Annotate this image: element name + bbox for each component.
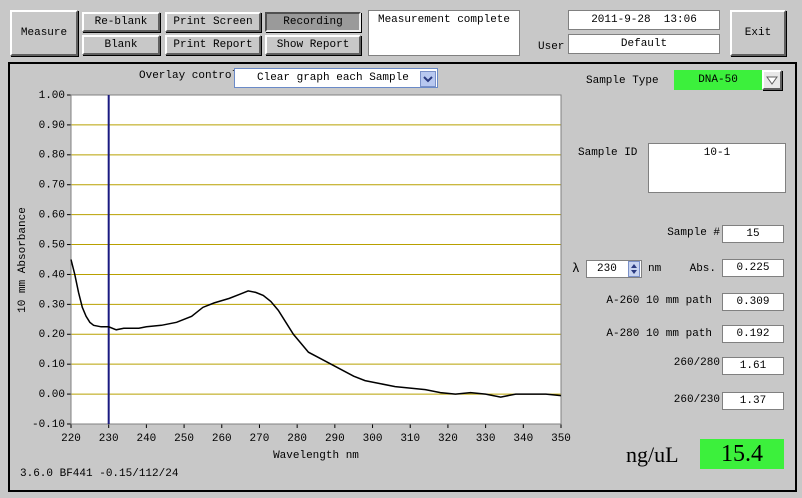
x-tick-label: 340 xyxy=(513,433,533,445)
a260-label: A-260 10 mm path xyxy=(606,295,712,307)
sample-num-label: Sample # xyxy=(667,227,720,239)
x-tick-label: 290 xyxy=(325,433,345,445)
x-tick-label: 330 xyxy=(476,433,496,445)
sample-type-box[interactable]: DNA-50 xyxy=(674,70,762,90)
main-panel xyxy=(8,62,797,492)
x-tick-label: 280 xyxy=(287,433,307,445)
dropdown-arrow[interactable] xyxy=(420,71,436,87)
a260-box: 0.309 xyxy=(722,293,784,311)
sample-type-arrow[interactable] xyxy=(762,70,782,90)
x-tick-label: 250 xyxy=(174,433,194,445)
user-box: Default xyxy=(568,34,720,54)
x-tick-label: 220 xyxy=(61,433,81,445)
a280-box: 0.192 xyxy=(722,325,784,343)
x-tick-label: 270 xyxy=(250,433,270,445)
ratio-260-280-box: 1.61 xyxy=(722,357,784,375)
y-tick-label: 0.20 xyxy=(39,329,65,341)
y-tick-label: 0.70 xyxy=(39,180,65,192)
datetime-box: 2011-9-28 13:06 xyxy=(568,10,720,30)
ratio-260-230-label: 260/230 xyxy=(673,394,720,406)
sample-id-box[interactable]: 10-1 xyxy=(648,143,786,193)
status-box: Measurement complete xyxy=(368,10,520,56)
plot-area xyxy=(71,95,561,424)
y-tick-label: 0.40 xyxy=(39,269,65,281)
sample-num-box: 15 xyxy=(722,225,784,243)
nm-unit: nm xyxy=(648,263,662,275)
y-tick-label: 0.10 xyxy=(39,359,65,371)
x-tick-label: 260 xyxy=(212,433,232,445)
measure-button[interactable]: Measure xyxy=(10,10,78,56)
conc-box: 15.4 xyxy=(700,439,784,469)
x-tick-label: 350 xyxy=(551,433,571,445)
ratio-260-230-box: 1.37 xyxy=(722,392,784,410)
spin-buttons[interactable] xyxy=(628,261,640,277)
x-tick-label: 320 xyxy=(438,433,458,445)
sample-type-label: Sample Type xyxy=(586,75,659,87)
exit-button[interactable]: Exit xyxy=(730,10,786,56)
abs-box: 0.225 xyxy=(722,259,784,277)
overlay-label: Overlay control xyxy=(139,70,239,82)
lambda-symbol: λ xyxy=(572,261,580,276)
show-report-button[interactable]: Show Report xyxy=(265,35,361,55)
y-tick-label: 1.00 xyxy=(39,90,65,102)
y-tick-label: -0.10 xyxy=(32,419,65,431)
overlay-dropdown[interactable]: Clear graph each Sample xyxy=(234,68,438,88)
version-footer: 3.6.0 BF441 -0.15/112/24 xyxy=(20,468,179,480)
user-label: User xyxy=(538,41,565,53)
blank-button[interactable]: Blank xyxy=(82,35,160,55)
x-tick-label: 310 xyxy=(400,433,420,445)
sample-id-label: Sample ID xyxy=(578,147,638,159)
print-screen-button[interactable]: Print Screen xyxy=(165,12,261,32)
x-tick-label: 300 xyxy=(363,433,383,445)
y-tick-label: 0.00 xyxy=(39,389,65,401)
y-tick-label: 0.80 xyxy=(39,150,65,162)
a280-label: A-280 10 mm path xyxy=(606,328,712,340)
reblank-button[interactable]: Re-blank xyxy=(82,12,160,32)
absorbance-curve xyxy=(70,259,562,398)
x-tick-label: 240 xyxy=(136,433,156,445)
y-tick-label: 0.30 xyxy=(39,299,65,311)
print-report-button[interactable]: Print Report xyxy=(165,35,261,55)
y-tick-label: 0.50 xyxy=(39,239,65,251)
ratio-260-280-label: 260/280 xyxy=(673,357,720,369)
x-tick-label: 230 xyxy=(99,433,119,445)
y-tick-label: 0.90 xyxy=(39,120,65,132)
conc-label: ng/uL xyxy=(626,442,679,467)
recording-button[interactable]: Recording xyxy=(265,12,361,32)
y-tick-label: 0.60 xyxy=(39,210,65,222)
x-axis-label: Wavelength nm xyxy=(273,450,359,462)
abs-label: Abs. xyxy=(689,263,716,275)
y-axis-label: 10 mm Absorbance xyxy=(17,207,29,313)
